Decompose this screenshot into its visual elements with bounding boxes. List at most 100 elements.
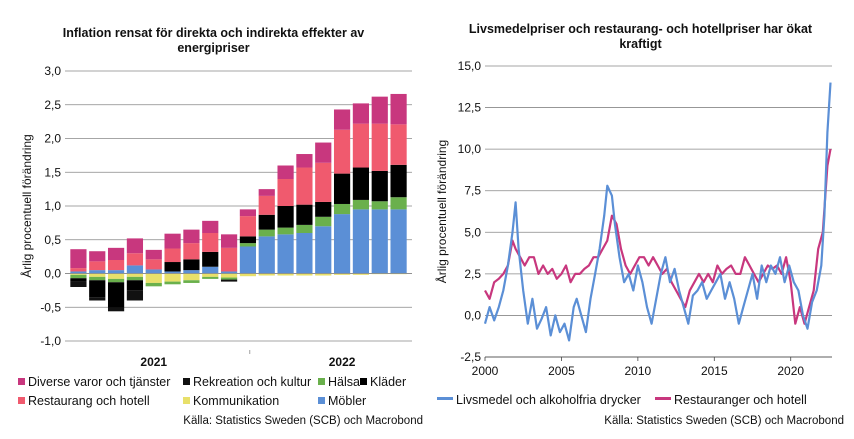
x-tick-label: 2020	[777, 364, 804, 378]
right-chart-svg: -2,5 0,0 2,5 5,0 7,5 10,0 12,5 15,0 2000 2005 2010…	[434, 59, 832, 378]
bar-segment	[70, 268, 87, 272]
bar-segment	[89, 276, 106, 281]
bar-segment	[70, 278, 87, 282]
bar-segment	[333, 273, 351, 275]
bar-segment	[258, 236, 275, 274]
bar-segment	[220, 271, 238, 274]
x-tick-label: 2015	[701, 364, 728, 378]
y-axis-label: Årlig procentuell förändring	[19, 134, 34, 277]
series-line	[483, 82, 832, 342]
bar-segment	[70, 274, 87, 279]
bar-segment	[164, 271, 181, 274]
bar-segment	[258, 273, 275, 276]
legend-label: Livsmedel och alkoholfria drycker	[456, 393, 641, 407]
bar-segment	[145, 259, 162, 270]
bar-segment	[258, 229, 275, 237]
right-chart-axes: -2,5 0,0 2,5 5,0 7,5 10,0 12,5 15,0 2000 2005 2010…	[434, 59, 832, 378]
y-tick-label: 0,5	[44, 233, 61, 247]
bar-segment	[126, 265, 144, 274]
bar-segment	[164, 273, 181, 282]
bar-segment	[277, 165, 294, 179]
bar-segment	[296, 167, 313, 205]
right-chart-lines	[483, 82, 832, 342]
bar-segment	[239, 236, 257, 244]
bar-segment	[390, 209, 407, 274]
bar-segment	[183, 273, 200, 281]
x-tick-label: 2000	[472, 364, 499, 378]
legend-item-restauranger: Restauranger och hotell	[655, 392, 807, 409]
bar-segment	[164, 248, 181, 263]
legend-swatch	[18, 397, 25, 404]
y-tick-label: 3,0	[44, 64, 61, 78]
bar-segment	[333, 129, 351, 174]
bar-segment	[258, 189, 275, 196]
bar-segment	[277, 227, 294, 235]
bar-segment	[371, 170, 388, 202]
right-chart-title-line1: Livsmedelpriser och restaurang- och hote…	[468, 22, 813, 36]
bar-segment	[202, 273, 219, 277]
legend-swatch	[183, 397, 190, 404]
bar-segment	[164, 262, 181, 272]
bar-segment	[296, 273, 313, 276]
y-tick-label: 1,0	[44, 199, 61, 213]
left-chart-panel: Inflation rensat för direkta och indirek…	[0, 26, 427, 427]
left-chart-title: Inflation rensat för direkta och indirek…	[0, 26, 427, 56]
bar-segment	[239, 246, 257, 274]
x-tick-label: 2021	[140, 355, 167, 369]
legend-item-rekreation: Rekreation och kultur	[183, 374, 311, 391]
bar-segment	[107, 247, 125, 260]
bar-segment	[296, 233, 313, 274]
bar-segment	[220, 247, 238, 272]
bar-segment	[126, 290, 144, 301]
legend-item-mobler: Möbler	[318, 393, 366, 410]
y-tick-label: -1,0	[40, 334, 61, 348]
y-tick-label: 15,0	[458, 59, 482, 73]
left-chart-title-line2: energipriser	[177, 41, 250, 55]
bar-segment	[277, 206, 294, 228]
legend-label: Restaurang och hotell	[28, 394, 150, 408]
bar-segment	[220, 273, 238, 278]
legend-item-diverse: Diverse varor och tjänster	[18, 374, 170, 391]
legend-swatch	[318, 378, 325, 385]
y-tick-label: 10,0	[458, 142, 482, 156]
bar-segment	[70, 271, 87, 274]
right-chart-title-line2: kraftigt	[619, 37, 662, 51]
legend-swatch	[318, 397, 325, 404]
bar-segment	[202, 220, 219, 233]
bar-segment	[126, 276, 144, 281]
bar-segment	[277, 273, 294, 276]
bar-segment	[371, 209, 388, 274]
bar-segment	[352, 167, 370, 200]
bar-segment	[89, 270, 106, 274]
right-chart-panel: Livsmedelpriser och restaurang- och hote…	[427, 0, 854, 439]
bar-segment	[220, 277, 238, 280]
bar-segment	[202, 276, 219, 279]
x-tick-label: 2005	[548, 364, 575, 378]
x-tick-label: 2010	[625, 364, 652, 378]
bar-segment	[315, 162, 332, 202]
right-chart-source: Källa: Statistics Sweden (SCB) och Macro…	[604, 415, 844, 427]
bar-segment	[107, 270, 125, 274]
bar-segment	[239, 216, 257, 237]
bar-segment	[390, 197, 407, 210]
legend-label: Kläder	[370, 375, 407, 389]
legend-item-klader: Kläder	[360, 374, 406, 391]
bar-segment	[145, 273, 162, 283]
left-chart-axes: -1,0 -0,5 0,0 0,5 1,0 1,5 2,0 2,5 3,0 2021 2022 Årl…	[19, 64, 412, 369]
bar-segment	[183, 243, 200, 260]
legend-item-halsa: Hälsa	[318, 374, 360, 391]
y-tick-label: 12,5	[458, 101, 482, 115]
y-tick-label: 0,0	[44, 267, 61, 281]
bar-segment	[390, 93, 407, 125]
bar-segment	[315, 216, 332, 227]
bar-segment	[352, 123, 370, 168]
bar-segment	[296, 154, 313, 168]
y-tick-label: 5,0	[464, 225, 481, 239]
bar-segment	[258, 195, 275, 215]
right-chart-grid	[485, 65, 832, 358]
bar-segment	[239, 273, 257, 277]
left-chart-svg: -1,0 -0,5 0,0 0,5 1,0 1,5 2,0 2,5 3,0 2021 2022 Årl…	[19, 64, 412, 369]
bar-segment	[183, 270, 200, 274]
legend-label: Hälsa	[328, 375, 360, 389]
bar-segment	[333, 203, 351, 215]
